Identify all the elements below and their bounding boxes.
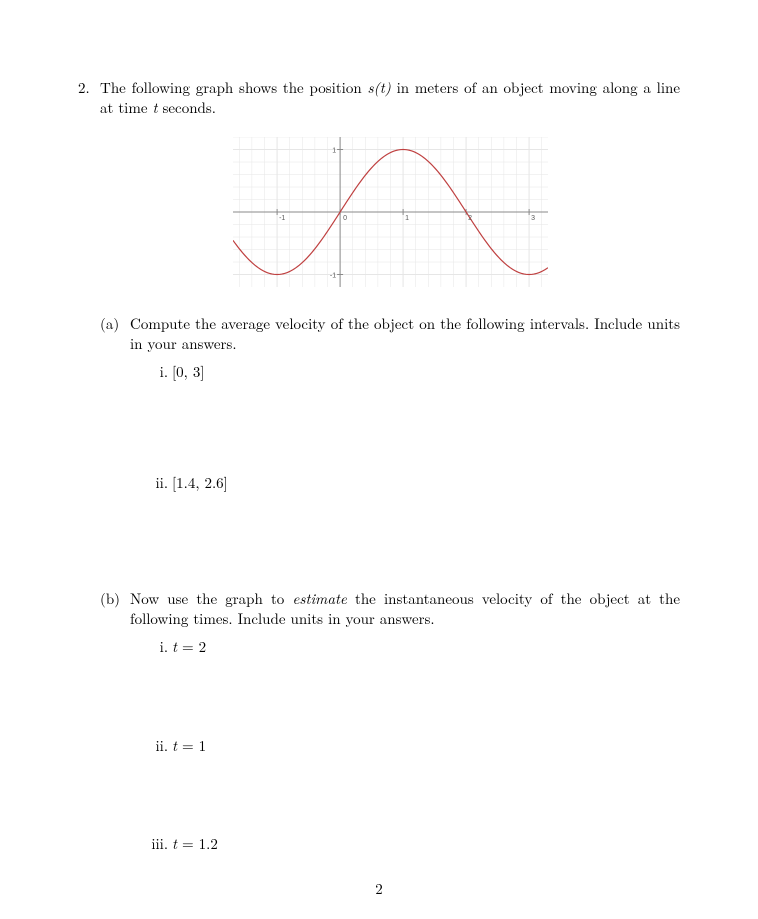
part-a-text: Compute the average velocity of the obje…: [130, 313, 680, 354]
problem-number: 2.: [78, 78, 100, 854]
part-b-label: (b): [100, 589, 130, 854]
svg-text:1: 1: [405, 215, 409, 222]
svg-text:-1: -1: [279, 215, 285, 222]
part-a-item-2-value: [1.4, 2.6]: [172, 473, 680, 493]
svg-text:0: 0: [343, 215, 347, 222]
part-b-item-2: ii. t = 1: [140, 736, 680, 756]
part-b: (b) Now use the graph to estimate the in…: [100, 589, 680, 854]
part-a-item-1: i. [0, 3]: [140, 362, 680, 382]
problem-text-pre: The following graph shows the position: [100, 77, 367, 98]
s-of-t: s(t): [367, 77, 390, 98]
svg-text:1: 1: [332, 147, 336, 154]
part-b-item-1-value: t = 2: [172, 637, 680, 657]
part-b-item-1-num: 2: [199, 636, 207, 657]
svg-text:-1: -1: [329, 272, 335, 279]
page-number: 2: [0, 879, 758, 899]
part-b-item-2-num: 1: [199, 735, 207, 756]
graph-container: -1 0 1 2 3 -1 1: [100, 137, 680, 292]
part-b-item-1-roman: i.: [140, 637, 172, 657]
part-b-item-2-value: t = 1: [172, 736, 680, 756]
part-b-item-2-roman: ii.: [140, 736, 172, 756]
part-b-item-3: iii. t = 1.2: [140, 834, 680, 854]
part-a-item-2-roman: ii.: [140, 473, 172, 493]
problem-text: The following graph shows the position s…: [100, 78, 680, 854]
part-b-item-3-value: t = 1.2: [172, 834, 680, 854]
workspace-gap: [140, 756, 680, 834]
page: 2. The following graph shows the positio…: [0, 0, 758, 919]
workspace-gap: [100, 493, 680, 583]
position-graph: -1 0 1 2 3 -1 1: [233, 137, 548, 287]
part-b-item-1: i. t = 2: [140, 637, 680, 657]
part-b-text-pre: Now use the graph to: [130, 588, 292, 609]
part-b-body: Now use the graph to estimate the instan…: [130, 589, 680, 854]
part-a-item-1-roman: i.: [140, 362, 172, 382]
part-a-label: (a): [100, 314, 130, 493]
problem-text-post: seconds.: [157, 97, 216, 118]
part-a-items: i. [0, 3] ii. [1.4, 2.6]: [140, 362, 680, 493]
svg-text:3: 3: [531, 215, 535, 222]
part-b-emph: estimate: [292, 588, 346, 609]
part-b-items: i. t = 2 ii. t = 1 iii. t = 1.2: [140, 637, 680, 854]
part-a: (a) Compute the average velocity of the …: [100, 314, 680, 493]
part-a-item-1-value: [0, 3]: [172, 362, 680, 382]
svg-text:2: 2: [468, 215, 472, 222]
part-b-item-3-roman: iii.: [140, 834, 172, 854]
part-a-item-2: ii. [1.4, 2.6]: [140, 473, 680, 493]
workspace-gap: [140, 383, 680, 473]
problem-2: 2. The following graph shows the positio…: [78, 78, 680, 854]
part-a-body: Compute the average velocity of the obje…: [130, 314, 680, 493]
part-b-item-3-num: 1.2: [199, 833, 218, 854]
workspace-gap: [140, 658, 680, 736]
